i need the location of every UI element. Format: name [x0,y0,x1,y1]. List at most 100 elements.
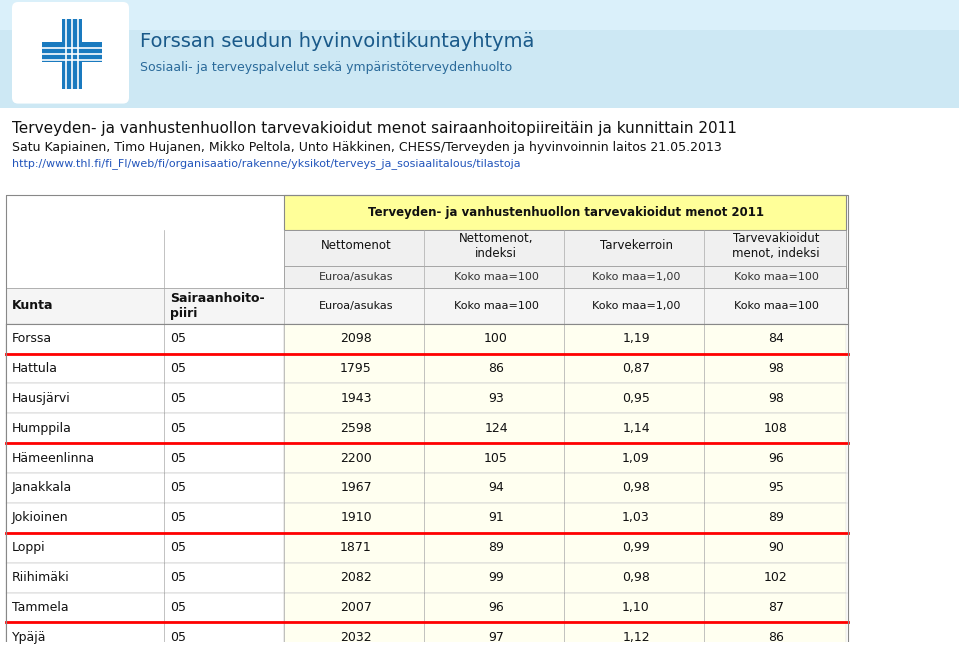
FancyBboxPatch shape [284,503,846,533]
Text: Euroa/asukas: Euroa/asukas [318,272,393,282]
Text: 97: 97 [488,631,503,644]
Text: 1795: 1795 [340,362,372,375]
Text: Terveyden- ja vanhustenhuollon tarvevakioidut menot sairaanhoitopiireitäin ja ku: Terveyden- ja vanhustenhuollon tarvevaki… [12,121,737,137]
FancyBboxPatch shape [284,324,846,353]
Text: 87: 87 [768,601,784,614]
Text: 99: 99 [488,571,503,584]
Text: 94: 94 [488,481,503,495]
Text: Tarvekerroin: Tarvekerroin [599,239,672,252]
Text: Koko maa=100: Koko maa=100 [734,272,818,282]
Text: 86: 86 [488,362,503,375]
Text: 98: 98 [768,392,784,405]
Text: 96: 96 [768,451,784,464]
Text: 124: 124 [484,422,508,435]
FancyBboxPatch shape [6,622,284,645]
Text: Satu Kapiainen, Timo Hujanen, Mikko Peltola, Unto Häkkinen, CHESS/Terveyden ja h: Satu Kapiainen, Timo Hujanen, Mikko Pelt… [12,141,722,154]
Text: Janakkala: Janakkala [12,481,72,495]
Text: 05: 05 [170,451,186,464]
FancyBboxPatch shape [284,473,846,503]
Text: 05: 05 [170,511,186,524]
Text: Euroa/asukas: Euroa/asukas [318,301,393,311]
FancyBboxPatch shape [284,533,846,562]
Text: 1871: 1871 [340,541,372,554]
Text: 95: 95 [768,481,784,495]
FancyBboxPatch shape [284,413,846,443]
FancyBboxPatch shape [6,383,284,413]
Text: 86: 86 [768,631,784,644]
FancyBboxPatch shape [6,413,284,443]
Text: 2200: 2200 [340,451,372,464]
Text: Koko maa=1,00: Koko maa=1,00 [592,301,680,311]
Text: Tammela: Tammela [12,601,69,614]
Text: Hausjärvi: Hausjärvi [12,392,71,405]
Text: 05: 05 [170,362,186,375]
Text: 05: 05 [170,541,186,554]
Text: 100: 100 [484,332,508,345]
FancyBboxPatch shape [284,443,846,473]
Text: 96: 96 [488,601,503,614]
Text: Koko maa=1,00: Koko maa=1,00 [592,272,680,282]
Text: 05: 05 [170,422,186,435]
FancyBboxPatch shape [6,562,284,593]
Text: Hämeenlinna: Hämeenlinna [12,451,95,464]
Text: 05: 05 [170,392,186,405]
Text: Koko maa=100: Koko maa=100 [454,272,538,282]
Text: 2098: 2098 [340,332,372,345]
Text: Koko maa=100: Koko maa=100 [734,301,818,311]
Text: 90: 90 [768,541,784,554]
Text: 1,09: 1,09 [622,451,650,464]
Text: 2007: 2007 [340,601,372,614]
FancyBboxPatch shape [42,42,102,62]
FancyBboxPatch shape [284,195,846,230]
FancyBboxPatch shape [284,622,846,645]
FancyBboxPatch shape [284,230,846,288]
FancyBboxPatch shape [0,0,959,30]
Text: 2082: 2082 [340,571,372,584]
Text: 1,10: 1,10 [622,601,650,614]
Text: 1,12: 1,12 [622,631,650,644]
FancyBboxPatch shape [6,443,284,473]
Text: Riihimäki: Riihimäki [12,571,70,584]
FancyBboxPatch shape [12,2,129,104]
Text: Sosiaali- ja terveyspalvelut sekä ympäristöterveydenhuolto: Sosiaali- ja terveyspalvelut sekä ympäri… [140,61,512,74]
Text: 91: 91 [488,511,503,524]
FancyBboxPatch shape [6,353,284,383]
Text: Jokioinen: Jokioinen [12,511,69,524]
Text: 105: 105 [484,451,508,464]
Text: Kunta: Kunta [12,299,54,312]
Text: http://www.thl.fi/fi_FI/web/fi/organisaatio/rakenne/yksikot/terveys_ja_sosiaalit: http://www.thl.fi/fi_FI/web/fi/organisaa… [12,158,521,169]
Text: 05: 05 [170,481,186,495]
Text: 89: 89 [488,541,503,554]
Text: 108: 108 [764,422,788,435]
Text: Nettomenot: Nettomenot [320,239,391,252]
Text: 05: 05 [170,332,186,345]
FancyBboxPatch shape [6,288,848,324]
Text: 1967: 1967 [340,481,372,495]
Text: 05: 05 [170,601,186,614]
Text: Forssan seudun hyvinvointikuntayhtymä: Forssan seudun hyvinvointikuntayhtymä [140,32,534,52]
Text: Nettomenot,
indeksi: Nettomenot, indeksi [458,232,533,260]
FancyBboxPatch shape [284,562,846,593]
FancyBboxPatch shape [6,324,284,353]
Text: 0,98: 0,98 [622,571,650,584]
Text: 93: 93 [488,392,503,405]
Text: 0,95: 0,95 [622,392,650,405]
Text: Loppi: Loppi [12,541,46,554]
FancyBboxPatch shape [6,593,284,622]
Text: 98: 98 [768,362,784,375]
FancyBboxPatch shape [284,353,846,383]
Text: 89: 89 [768,511,784,524]
Text: Hattula: Hattula [12,362,58,375]
FancyBboxPatch shape [6,503,284,533]
FancyBboxPatch shape [284,266,846,288]
Text: 1,19: 1,19 [622,332,650,345]
Text: 0,98: 0,98 [622,481,650,495]
Text: Ypäjä: Ypäjä [12,631,46,644]
Text: 84: 84 [768,332,784,345]
Text: 1910: 1910 [340,511,372,524]
FancyBboxPatch shape [6,533,284,562]
Text: Koko maa=100: Koko maa=100 [454,301,538,311]
Text: 2032: 2032 [340,631,372,644]
FancyBboxPatch shape [284,383,846,413]
Text: Forssa: Forssa [12,332,52,345]
